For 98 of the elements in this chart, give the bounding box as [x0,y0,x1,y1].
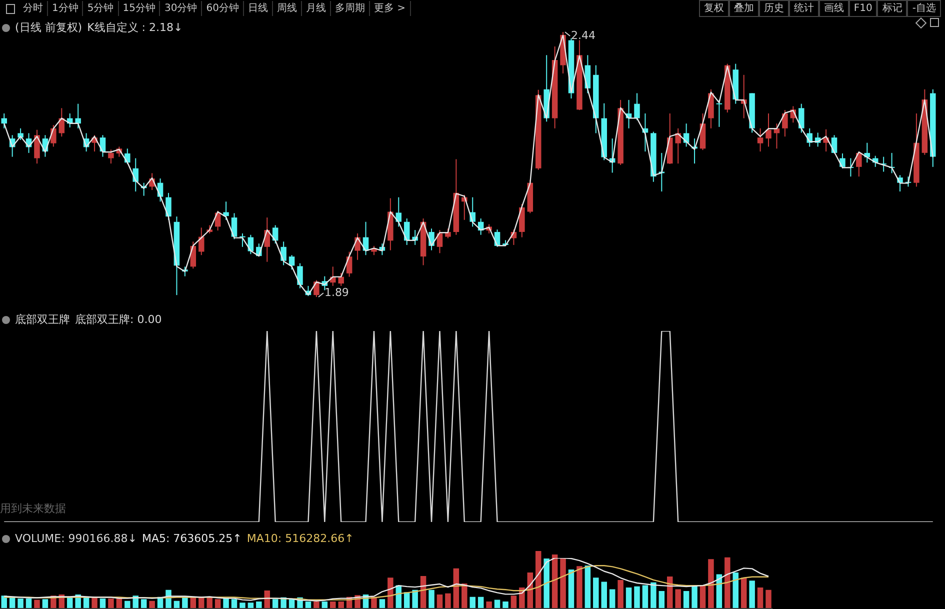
bar [584,566,591,609]
candlestick [634,92,640,121]
text: 更多 > [370,1,411,16]
bar [724,557,730,609]
bar [223,598,229,609]
text: 标记 [877,0,908,17]
text: 底部双王牌: 0.00 [75,312,162,327]
candlestick [716,99,722,128]
text: 复权 [698,0,729,17]
bar [470,596,476,609]
bar [740,578,747,609]
text: 画线 [818,0,849,17]
candlestick [840,152,846,169]
bar [338,601,344,609]
bar [34,600,40,609]
bar [626,588,632,609]
candlestick [436,230,443,254]
candlestick [798,103,804,134]
bar [502,601,508,609]
candlestick [50,124,56,148]
bar [256,601,262,609]
bar [749,580,755,609]
bar [683,591,690,609]
bar [658,591,665,609]
bar [314,601,320,609]
text: 叠加 [728,0,759,17]
candlestick [18,128,24,140]
bar [576,566,582,609]
bar [108,598,114,609]
bar [486,601,492,609]
bar [18,598,24,609]
bar [206,597,212,609]
chart-title: (日线 前复权) [15,20,82,35]
candlestick [1,112,7,129]
candlestick [288,254,295,270]
bar [560,558,566,609]
bar [601,582,607,609]
bar [609,589,616,609]
text: 1分钟 [48,1,84,16]
bar [92,597,98,609]
text: 15分钟 [118,1,160,16]
bar [510,596,517,609]
bar [240,602,246,609]
text: VOLUME: 990166.88↓ [15,532,137,545]
bar [544,558,550,609]
chart-title: 底部双王牌 [15,312,70,327]
text: F10 [848,0,878,17]
candlestick [75,103,81,129]
annotation: 1.89 [324,286,349,299]
candlestick [396,196,402,228]
bar [428,590,434,609]
bar [642,585,648,609]
bar [675,589,681,609]
text: 60分钟 [202,1,244,16]
bar [388,578,394,609]
text: 统计 [788,0,819,17]
candlestick [782,110,788,138]
text: 周线 [272,1,302,16]
bar [462,583,468,609]
bar [593,578,599,609]
bar [552,554,558,609]
candlestick [124,148,130,165]
bar [149,600,155,609]
bar [124,600,130,609]
bar [445,593,451,609]
text: MA5: 763605.25↑ [142,532,242,545]
candlestick [297,262,303,289]
candlestick [34,129,40,164]
candlestick [766,112,772,148]
bar [330,601,336,609]
candlestick [108,149,114,164]
bar [634,586,640,609]
candlestick [675,128,681,164]
text: 月线 [302,1,331,16]
text: 5分钟 [83,1,119,16]
annotation: 用到未来数据 [0,501,66,516]
text: 历史 [758,0,789,17]
candlestick [223,201,229,220]
text: 多周期 [330,1,370,16]
bar [650,582,656,609]
bar [708,559,714,609]
bar [766,590,772,609]
bar [618,580,624,609]
bar [757,588,764,609]
bar [568,570,574,609]
candlestick [280,241,286,266]
bar [692,586,698,609]
annotation: 2.44 [571,28,596,42]
text: 日线 [244,1,273,16]
text: 分时 [19,1,48,16]
candlestick [757,128,764,152]
text: MA10: 516282.66↑ [246,532,354,545]
bar [412,590,418,609]
candlestick [338,272,344,286]
text: K线自定义 : 2.18↓ [87,21,183,34]
text: 30分钟 [160,1,202,16]
candlestick [132,158,138,192]
text: -自选 [907,0,941,17]
